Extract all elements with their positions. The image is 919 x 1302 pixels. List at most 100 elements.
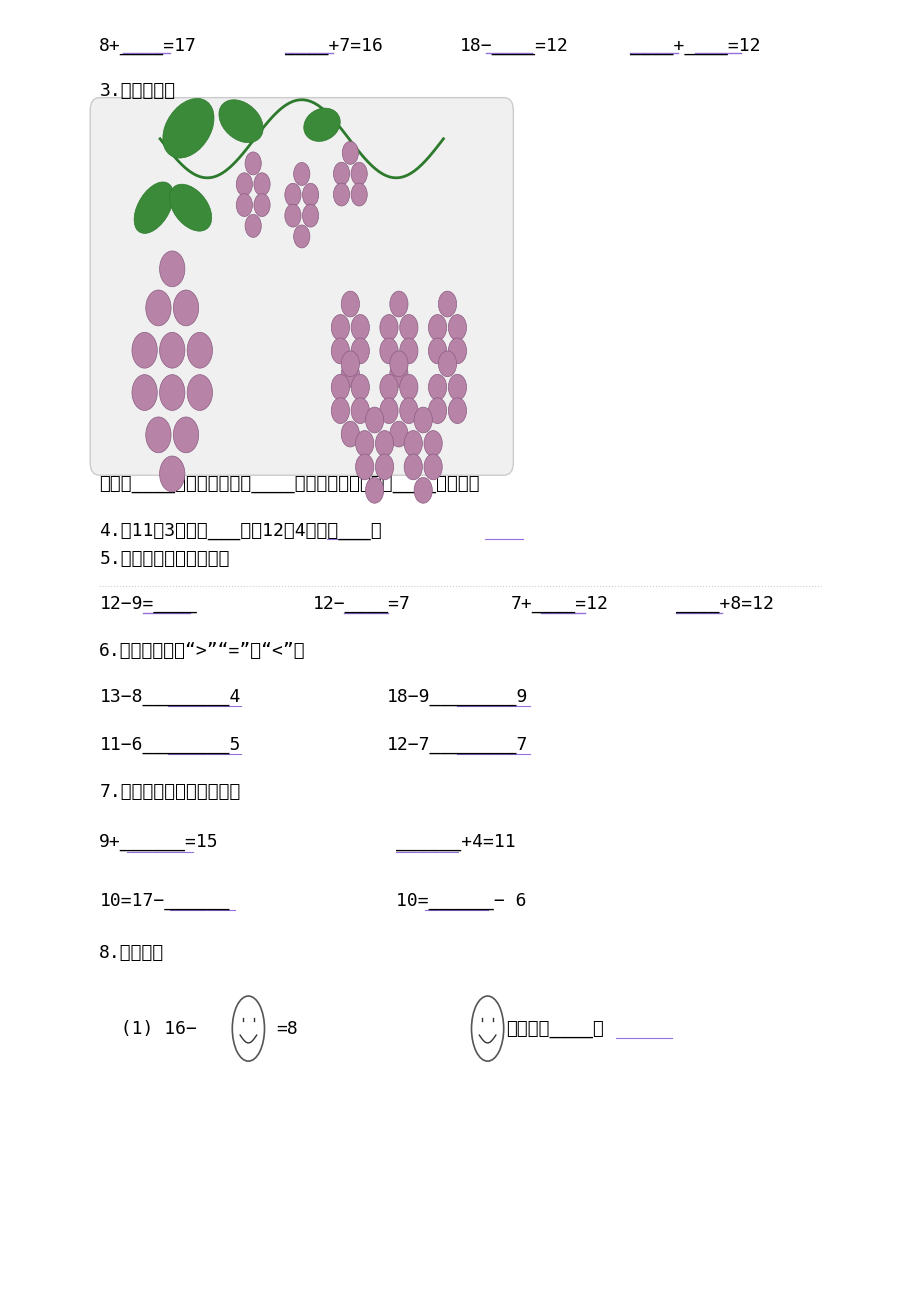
Ellipse shape (437, 350, 456, 376)
Text: 18−9________9: 18−9________9 (386, 687, 528, 706)
Ellipse shape (399, 339, 417, 363)
Ellipse shape (341, 421, 359, 447)
Ellipse shape (390, 362, 408, 387)
Ellipse shape (414, 478, 432, 504)
Ellipse shape (331, 375, 349, 400)
Ellipse shape (285, 204, 301, 227)
Ellipse shape (173, 290, 199, 326)
Ellipse shape (145, 417, 171, 453)
Text: =8: =8 (276, 1019, 298, 1038)
Ellipse shape (131, 332, 157, 368)
Text: ____+8=12: ____+8=12 (675, 595, 773, 613)
Text: (1) 16−: (1) 16− (99, 1019, 197, 1038)
Ellipse shape (380, 375, 398, 400)
Text: ____+7=16: ____+7=16 (285, 36, 382, 55)
Text: 12−____=7: 12−____=7 (312, 595, 410, 613)
Ellipse shape (399, 315, 417, 340)
Ellipse shape (341, 350, 359, 376)
Ellipse shape (351, 184, 367, 206)
Ellipse shape (293, 163, 310, 185)
Text: 11−6________5: 11−6________5 (99, 736, 241, 754)
Ellipse shape (351, 398, 369, 423)
Ellipse shape (131, 375, 157, 410)
Ellipse shape (390, 292, 408, 316)
Ellipse shape (428, 315, 447, 340)
Ellipse shape (134, 182, 174, 233)
Text: 9+______=15: 9+______=15 (99, 833, 219, 852)
Ellipse shape (428, 398, 447, 423)
Ellipse shape (303, 108, 340, 142)
Ellipse shape (233, 996, 265, 1061)
Text: .: . (498, 1031, 502, 1042)
Ellipse shape (236, 173, 252, 195)
Text: 13−8________4: 13−8________4 (99, 687, 241, 706)
Text: 5.算一算填上合适的数。: 5.算一算填上合适的数。 (99, 549, 230, 568)
Ellipse shape (380, 315, 398, 340)
Ellipse shape (448, 375, 466, 400)
Ellipse shape (254, 194, 270, 216)
Ellipse shape (187, 375, 212, 410)
Ellipse shape (293, 225, 310, 247)
FancyBboxPatch shape (90, 98, 513, 475)
Ellipse shape (428, 339, 447, 363)
Ellipse shape (424, 454, 442, 480)
Text: .: . (259, 1031, 263, 1042)
Ellipse shape (333, 184, 349, 206)
Ellipse shape (341, 292, 359, 316)
Ellipse shape (437, 292, 456, 316)
Text: ______+4=11: ______+4=11 (395, 833, 515, 852)
Ellipse shape (399, 398, 417, 423)
Ellipse shape (169, 184, 211, 232)
Ellipse shape (414, 408, 432, 432)
Ellipse shape (254, 173, 270, 195)
Ellipse shape (380, 339, 398, 363)
Ellipse shape (302, 204, 318, 227)
Ellipse shape (341, 362, 359, 387)
Text: 12−9=____: 12−9=____ (99, 595, 197, 613)
Ellipse shape (356, 431, 373, 457)
Ellipse shape (471, 996, 504, 1061)
Ellipse shape (428, 375, 447, 400)
Ellipse shape (173, 417, 199, 453)
Text: 10=______− 6: 10=______− 6 (395, 892, 526, 910)
Ellipse shape (163, 99, 214, 158)
Ellipse shape (448, 315, 466, 340)
Text: 10=17−______: 10=17−______ (99, 892, 230, 910)
Text: 4.比11儇3的数是___；比12儇4的数是___。: 4.比11儇3的数是___；比12儇4的数是___。 (99, 522, 381, 540)
Ellipse shape (219, 100, 263, 143)
Ellipse shape (365, 408, 383, 432)
Ellipse shape (351, 339, 369, 363)
Text: 7+____=12: 7+____=12 (510, 595, 607, 613)
Ellipse shape (331, 315, 349, 340)
Ellipse shape (244, 215, 261, 237)
Ellipse shape (285, 184, 301, 206)
Ellipse shape (331, 339, 349, 363)
Text: 7.在横线上填上合适的数。: 7.在横线上填上合适的数。 (99, 783, 241, 801)
Text: 12−7________7: 12−7________7 (386, 736, 528, 754)
Ellipse shape (302, 184, 318, 206)
Ellipse shape (236, 194, 252, 216)
Text: 3.看图填空。: 3.看图填空。 (99, 82, 176, 100)
Text: 18−____=12: 18−____=12 (460, 36, 568, 55)
Ellipse shape (448, 398, 466, 423)
Text: 8+____=17: 8+____=17 (99, 36, 197, 55)
Ellipse shape (375, 454, 393, 480)
Ellipse shape (403, 431, 422, 457)
Ellipse shape (403, 454, 422, 480)
Ellipse shape (356, 454, 373, 480)
Ellipse shape (365, 478, 383, 504)
Ellipse shape (331, 398, 349, 423)
Ellipse shape (351, 375, 369, 400)
Text: 一共有____串葡萄，摘下了____串葡萄，架上还剩下____串葡萄。: 一共有____串葡萄，摘下了____串葡萄，架上还剩下____串葡萄。 (99, 475, 480, 493)
Ellipse shape (375, 431, 393, 457)
Ellipse shape (145, 290, 171, 326)
Ellipse shape (187, 332, 212, 368)
Ellipse shape (244, 152, 261, 174)
Ellipse shape (159, 456, 185, 492)
Ellipse shape (390, 350, 408, 376)
Ellipse shape (351, 315, 369, 340)
Ellipse shape (380, 398, 398, 423)
Ellipse shape (351, 163, 367, 185)
Ellipse shape (159, 251, 185, 286)
Text: 6.在横线上填上“>”“=”或“<”。: 6.在横线上填上“>”“=”或“<”。 (99, 642, 306, 660)
